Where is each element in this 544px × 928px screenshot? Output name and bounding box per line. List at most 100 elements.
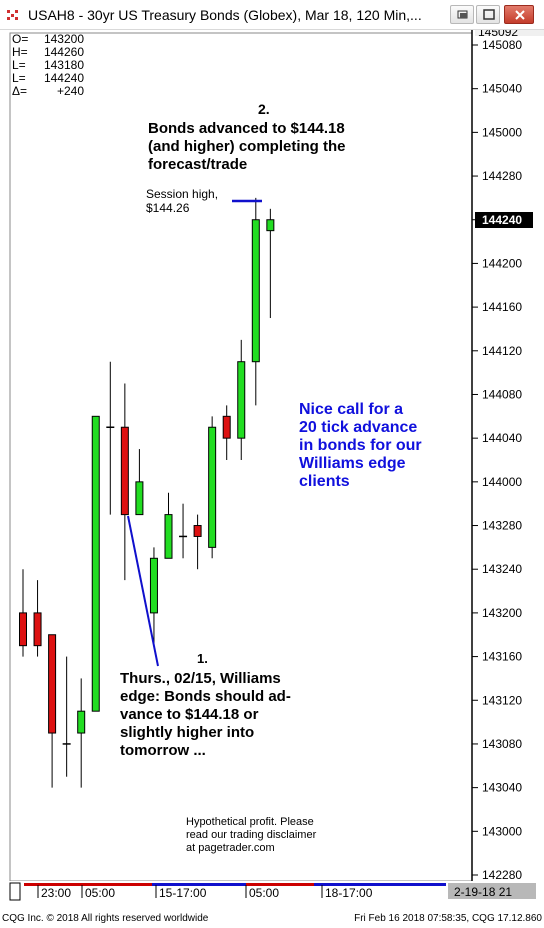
ohlc-field-value: 144260 bbox=[44, 45, 84, 59]
ohlc-field-label: H= bbox=[12, 45, 28, 59]
candle bbox=[266, 208, 275, 319]
annotation-2-line-3: forecast/trade bbox=[148, 156, 247, 173]
cqg-app-icon bbox=[6, 8, 20, 22]
candle bbox=[106, 361, 115, 515]
nice-call-line-1: Nice call for a bbox=[299, 401, 403, 418]
top-price-tag bbox=[475, 30, 544, 36]
session-bar-3 bbox=[246, 883, 314, 886]
y-tick-label: 143240 bbox=[482, 562, 522, 576]
candle bbox=[179, 503, 188, 559]
annotation-1-line-1: Thurs., 02/15, Williams bbox=[120, 670, 281, 687]
candle-body-up bbox=[266, 219, 275, 232]
disclaimer-line-2: read our trading disclaimer bbox=[186, 829, 317, 841]
nice-call-line-4: Williams edge bbox=[299, 455, 406, 472]
candle-body-up bbox=[149, 557, 158, 614]
nice-call-line-3: in bonds for our bbox=[299, 437, 422, 454]
time-label-5: 18-17:00 bbox=[325, 886, 373, 900]
candle-body-down bbox=[193, 525, 202, 537]
session-bar-4 bbox=[314, 883, 446, 886]
annotation-2-line-2: (and higher) completing the bbox=[148, 138, 346, 155]
y-tick-label: 143040 bbox=[482, 781, 522, 795]
current-price-tag bbox=[475, 212, 533, 228]
y-tick-label: 145080 bbox=[482, 38, 522, 52]
window-titlebar: USAH8 - 30yr US Treasury Bonds (Globex),… bbox=[0, 0, 544, 30]
nice-call-line-2: 20 tick advance bbox=[299, 419, 417, 436]
maximize-icon bbox=[483, 9, 495, 20]
annotation-1-line-4: slightly higher into bbox=[120, 724, 254, 741]
candle bbox=[48, 634, 57, 788]
ohlc-field-label: L= bbox=[12, 58, 26, 72]
annotation-1-line-5: tomorrow ... bbox=[120, 742, 206, 759]
y-tick-label: 144000 bbox=[482, 475, 522, 489]
candle bbox=[62, 656, 71, 777]
restore-icon bbox=[457, 10, 468, 19]
y-tick-label: 144160 bbox=[482, 300, 522, 314]
candle-body-up bbox=[208, 426, 217, 548]
y-tick-label: 144280 bbox=[482, 169, 522, 183]
disclaimer-line-1: Hypothetical profit. Please bbox=[186, 816, 314, 828]
status-bar: CQG Inc. © 2018 All rights reserved worl… bbox=[0, 910, 544, 928]
session-bar-2 bbox=[152, 883, 246, 886]
ohlc-field-label: O= bbox=[12, 32, 28, 46]
current-price-label: 144240 bbox=[482, 213, 522, 227]
y-tick-label: 144120 bbox=[482, 344, 522, 358]
restore-button[interactable] bbox=[450, 5, 474, 24]
candle bbox=[33, 580, 42, 657]
y-tick-label: 144200 bbox=[482, 256, 522, 270]
session-bar-1 bbox=[24, 883, 152, 886]
close-button[interactable] bbox=[504, 5, 534, 24]
session-high-label-1: Session high, bbox=[146, 187, 218, 201]
candle-body-down bbox=[48, 634, 57, 734]
close-icon bbox=[515, 10, 525, 20]
disclaimer-line-3: at pagetrader.com bbox=[186, 842, 275, 854]
ohlc-field-value: 143180 bbox=[44, 58, 84, 72]
candle-body-up bbox=[251, 219, 260, 363]
candle-series bbox=[19, 197, 275, 788]
y-tick-label: 143120 bbox=[482, 693, 522, 707]
annotation-2-line-1: Bonds advanced to $144.18 bbox=[148, 120, 345, 137]
chart-background bbox=[0, 30, 544, 908]
y-tick-label: 143080 bbox=[482, 737, 522, 751]
y-tick-label: 144040 bbox=[482, 431, 522, 445]
candle bbox=[149, 547, 158, 646]
time-label-1: 23:00 bbox=[41, 886, 71, 900]
time-axis: 23:00 05:00 15-17:00 05:00 18-17:00 2-19… bbox=[0, 881, 544, 908]
ohlc-field-label: L= bbox=[12, 71, 26, 85]
candle bbox=[237, 339, 246, 460]
ohlc-field-value: 143200 bbox=[44, 32, 84, 46]
ohlc-field-value: +240 bbox=[57, 84, 84, 98]
window-title: USAH8 - 30yr US Treasury Bonds (Globex),… bbox=[28, 7, 422, 23]
timestamp-text: Fri Feb 16 2018 07:58:35, CQG 17.12.860 bbox=[354, 913, 542, 924]
candle-body-up bbox=[135, 481, 144, 516]
y-tick-label: 143000 bbox=[482, 824, 522, 838]
annotation-1-pointer bbox=[127, 515, 159, 667]
annotation-1-line-3: vance to $144.18 or bbox=[120, 706, 259, 723]
candle-body-up bbox=[91, 415, 100, 712]
maximize-button[interactable] bbox=[476, 5, 500, 24]
date-box bbox=[448, 883, 536, 899]
candle bbox=[222, 405, 231, 460]
time-scroll-handle[interactable] bbox=[9, 882, 21, 901]
annotation-2-number: 2. bbox=[258, 101, 270, 117]
copyright-text: CQG Inc. © 2018 All rights reserved worl… bbox=[2, 913, 209, 924]
candle-body-up bbox=[77, 710, 86, 734]
time-label-3: 15-17:00 bbox=[159, 886, 207, 900]
ohlc-field-value: 144240 bbox=[44, 71, 84, 85]
ohlc-readout: O= 143200 H= 144260 L= 143180 L= 144240 Δ= +240 bbox=[12, 32, 84, 98]
nice-call-line-5: clients bbox=[299, 473, 350, 490]
candle-body-up bbox=[237, 361, 246, 439]
candle-body-down bbox=[19, 612, 27, 647]
candle bbox=[91, 415, 100, 712]
annotation-1-line-2: edge: Bonds should ad- bbox=[120, 688, 291, 705]
price-chart[interactable]: 145092 145080145040145000144280144240144… bbox=[0, 25, 544, 908]
y-tick-label: 143200 bbox=[482, 606, 522, 620]
candle bbox=[164, 492, 173, 559]
y-tick-label: 145040 bbox=[482, 82, 522, 96]
candle-body-down bbox=[120, 426, 129, 516]
candle bbox=[135, 449, 144, 516]
candle bbox=[208, 416, 217, 559]
date-box-label: 2-19-18 21 bbox=[454, 885, 512, 899]
chart-window[interactable]: 145092 145080145040145000144280144240144… bbox=[0, 25, 544, 908]
y-tick-label: 144080 bbox=[482, 387, 522, 401]
annotation-1-number: 1. bbox=[197, 651, 208, 666]
